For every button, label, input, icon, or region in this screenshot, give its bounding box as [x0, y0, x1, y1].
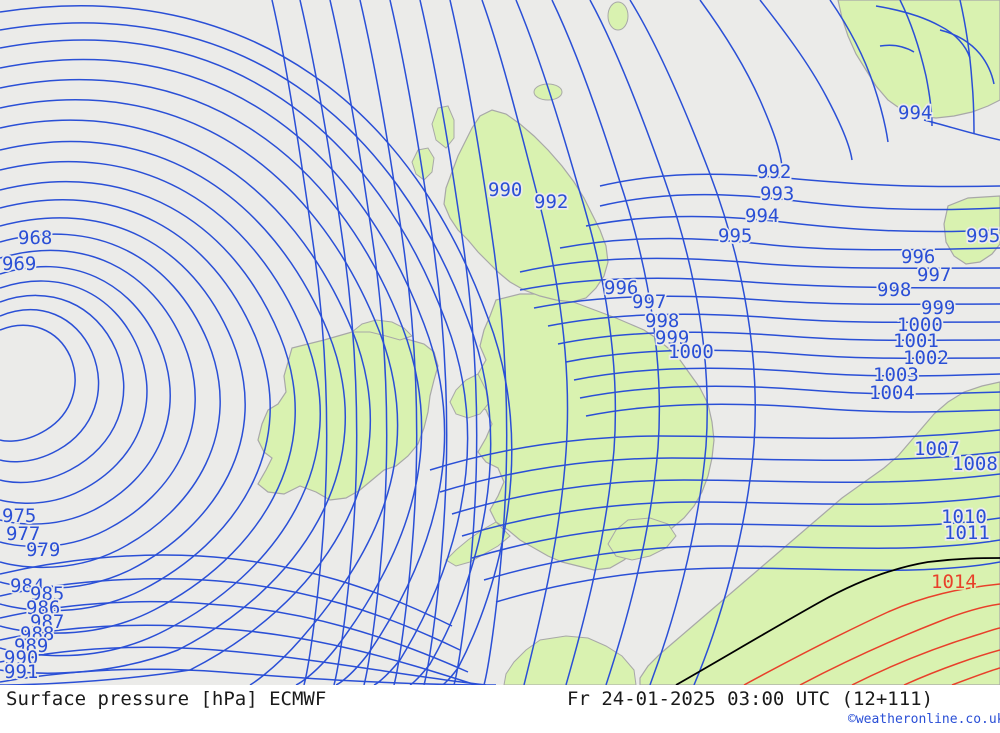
isobar-label: 1001 [893, 330, 939, 352]
isobar-label: 1000 [668, 341, 714, 363]
land-brittany [503, 635, 637, 685]
isobar-label: 988 [20, 623, 54, 645]
copyright-notice: ©weatheronline.co.uk [848, 712, 1000, 727]
isobar-label: 975 [2, 505, 36, 527]
isobar-label: 997 [632, 291, 666, 313]
isobar-label: 996 [901, 246, 935, 268]
chart-title: Surface pressure [hPa] ECMWF [6, 688, 327, 710]
pressure-chart-canvas[interactable]: 968 969 975 977 979 984 985 986 987 988 989 990 991 9… [0, 0, 1000, 685]
isobar-label: 985 [30, 583, 64, 605]
isobar-label: 993 [760, 183, 794, 205]
pressure-chart-svg: 9689699759779799849859869879889899909919… [0, 0, 1000, 685]
isobar-label: 995 [718, 225, 752, 247]
landmasses [257, 0, 1000, 685]
isobar-label: 968 [18, 227, 52, 249]
isobar-label: 1010 [941, 506, 987, 528]
isobar-label: 979 [26, 539, 60, 561]
isobars-red-high [743, 583, 1000, 685]
isobar-label: 992 [757, 161, 791, 183]
land-outer-hebrides [431, 105, 455, 149]
land-norway [837, 0, 1000, 119]
isobar-label: 994 [898, 102, 932, 124]
isobar-label: 999 [921, 297, 955, 319]
isobar-label: 1000 [897, 314, 943, 336]
land-shetland [607, 1, 629, 31]
isobar-label: 977 [6, 523, 40, 545]
chart-footer: Surface pressure [hPa] ECMWF Fr 24-01-20… [0, 685, 1000, 733]
isobar-label: 998 [645, 310, 679, 332]
isobar-label: 1003 [873, 364, 919, 386]
isobar-label: 990 [488, 179, 522, 201]
isobar-label: 1004 [869, 382, 915, 404]
isobar-label: 998 [877, 279, 911, 301]
land-denmark [943, 195, 1000, 265]
isobar-label: 987 [30, 611, 64, 633]
isobar-label: 1014 [931, 571, 977, 593]
land-hebrides [411, 147, 435, 181]
isobar-label: 994 [745, 205, 779, 227]
isobar-label: 989 [14, 635, 48, 657]
isobar-label: 986 [26, 597, 60, 619]
isobar-label: 990 [4, 647, 38, 669]
chart-valid-time: Fr 24-01-2025 03:00 UTC (12+111) [567, 688, 934, 710]
land-nw-europe [639, 381, 1000, 685]
isobar-label: 1008 [952, 453, 998, 475]
isobar-label: 999 [655, 327, 689, 349]
isobar-reference-1013 [675, 557, 1000, 685]
isobar-label: 1002 [903, 347, 949, 369]
land-scotland [443, 109, 609, 303]
isobar-label: 992 [534, 191, 568, 213]
isobar-labels: 9689699759779799849859869879889899909919… [0, 100, 1000, 685]
isobar-label: 1011 [944, 522, 990, 544]
isobar-label: 991 [4, 661, 38, 683]
isobar-label: 996 [604, 277, 638, 299]
isobar-label: 997 [917, 264, 951, 286]
isobar-label: 969 [2, 253, 36, 275]
isobar-label: 995 [966, 225, 1000, 247]
isobar-label: 1007 [914, 438, 960, 460]
isobar-label: 984 [10, 575, 44, 597]
isobars-blue [0, 0, 1000, 685]
land-orkney [533, 83, 563, 101]
